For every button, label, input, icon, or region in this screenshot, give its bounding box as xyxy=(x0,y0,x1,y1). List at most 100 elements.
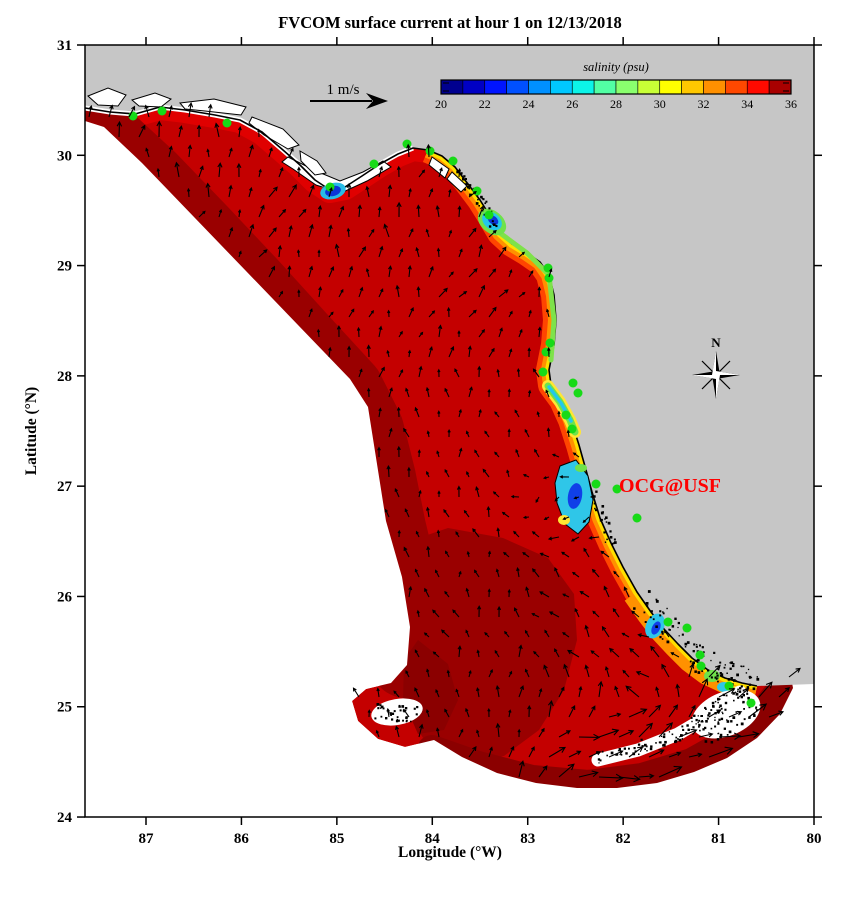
island-speckle xyxy=(740,685,743,688)
current-vector xyxy=(408,187,412,198)
current-vector xyxy=(517,728,521,738)
current-vector xyxy=(386,349,390,358)
current-vector xyxy=(604,665,610,678)
current-vector xyxy=(544,629,550,638)
island-speckle xyxy=(740,695,743,699)
current-vector xyxy=(562,632,570,638)
island-speckle xyxy=(721,711,723,713)
current-vector xyxy=(475,687,480,698)
barrier-island xyxy=(179,98,247,116)
current-vector xyxy=(539,591,550,598)
current-vector xyxy=(108,104,114,118)
plot-frame: 87 86 85 84 83 82 81 80 31 30 29 28 27 26 25 24 xyxy=(57,37,822,847)
island-speckle xyxy=(723,666,726,669)
current-vector xyxy=(628,708,648,718)
current-vector xyxy=(446,669,450,678)
island-speckle xyxy=(710,741,714,744)
current-vector xyxy=(708,746,734,758)
x-tick-label: 82 xyxy=(616,831,631,847)
current-vector xyxy=(258,168,262,178)
colorbar-tick-label: 28 xyxy=(610,97,622,111)
island-speckle xyxy=(714,700,717,703)
current-vector xyxy=(563,663,570,678)
station-marker xyxy=(484,210,494,220)
current-vector xyxy=(417,449,421,458)
island-speckle xyxy=(492,223,495,226)
current-vector xyxy=(258,204,265,218)
x-tick-label: 87 xyxy=(139,831,155,847)
colorbar-segment xyxy=(637,79,661,95)
island-speckle xyxy=(746,692,749,695)
current-vector xyxy=(403,546,410,558)
current-vector xyxy=(228,147,233,158)
island-speckle xyxy=(655,742,657,744)
island-speckle xyxy=(385,717,388,720)
current-vector xyxy=(378,165,384,178)
current-vector xyxy=(437,410,441,418)
colorbar-tick-label: 32 xyxy=(698,97,710,111)
current-vector xyxy=(477,605,482,618)
island-speckle xyxy=(740,722,744,726)
current-vector xyxy=(588,750,602,758)
island-speckle xyxy=(382,707,385,710)
current-vector xyxy=(465,707,470,718)
island-speckle xyxy=(611,542,614,546)
current-vector xyxy=(394,725,400,738)
island-speckle xyxy=(701,670,704,672)
current-vector xyxy=(278,166,284,178)
current-vector xyxy=(618,775,641,783)
current-vector xyxy=(237,126,242,138)
current-vector xyxy=(205,182,211,198)
current-vector xyxy=(514,409,520,418)
island-speckle xyxy=(646,750,648,752)
current-vector xyxy=(492,491,500,498)
island-speckle xyxy=(594,507,596,510)
island-speckle xyxy=(599,759,602,762)
current-vector xyxy=(416,609,420,618)
colorbar-title: salinity (psu) xyxy=(583,60,649,74)
colorbar-segment xyxy=(528,79,551,95)
current-vector xyxy=(368,228,375,238)
colorbar-tick-label: 26 xyxy=(566,97,578,111)
island-speckle xyxy=(491,220,494,223)
island-speckle xyxy=(732,664,735,668)
island-speckle xyxy=(481,209,484,212)
current-vector xyxy=(386,465,391,478)
current-vector xyxy=(416,204,421,218)
current-vector xyxy=(506,469,510,478)
current-vector xyxy=(268,227,277,238)
current-vector xyxy=(443,509,450,518)
island-speckle xyxy=(729,667,732,670)
island-speckle xyxy=(717,677,719,679)
current-vector xyxy=(668,751,682,758)
island-speckle xyxy=(481,197,484,200)
current-vector xyxy=(573,496,580,500)
current-vector xyxy=(378,288,384,298)
current-vector xyxy=(548,268,553,278)
current-vector xyxy=(448,189,452,198)
island-speckle xyxy=(719,661,722,664)
current-vector xyxy=(477,365,482,378)
current-vector xyxy=(366,344,371,358)
island-speckle xyxy=(726,720,730,723)
current-vector xyxy=(248,144,254,158)
island-speckle xyxy=(742,689,745,692)
island-speckle xyxy=(488,207,491,210)
island-speckle xyxy=(717,698,720,701)
current-vector xyxy=(527,704,532,718)
current-vector xyxy=(418,169,426,178)
current-vector xyxy=(518,328,523,338)
current-vector xyxy=(618,729,635,738)
current-vector xyxy=(198,210,206,218)
x-tick-label: 80 xyxy=(807,831,822,847)
current-vector xyxy=(396,165,401,178)
island-speckle xyxy=(708,712,711,715)
current-vector xyxy=(440,629,450,638)
current-vector xyxy=(603,585,610,598)
current-vector xyxy=(738,688,750,698)
island-speckle xyxy=(733,679,736,682)
island-speckle xyxy=(684,642,688,646)
current-vector xyxy=(528,309,532,318)
